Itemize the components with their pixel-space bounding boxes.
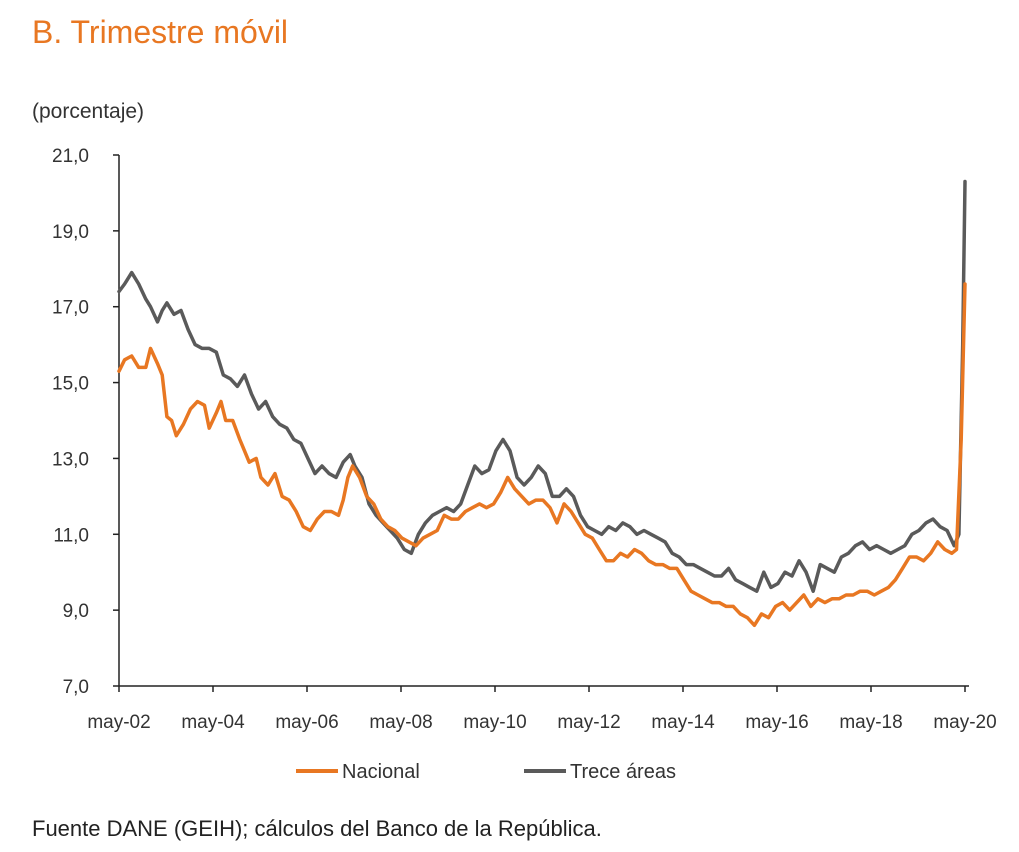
legend-item-nacional: Nacional	[296, 761, 420, 783]
x-tick-label: may-08	[369, 712, 432, 733]
legend-item-trece-areas: Trece áreas	[524, 761, 676, 783]
x-tick-label: may-02	[87, 712, 150, 733]
x-tick-label: may-12	[557, 712, 620, 733]
legend-label: Trece áreas	[570, 761, 676, 783]
y-axis-ticks: 7,0 9,0 11,0 13,0 15,0 17,0 19,0 21,0	[52, 146, 119, 698]
y-tick-label: 17,0	[52, 298, 89, 319]
y-tick-label: 7,0	[63, 677, 89, 698]
x-tick-label: may-06	[275, 712, 338, 733]
y-tick-label: 9,0	[63, 601, 89, 622]
y-tick-label: 11,0	[53, 525, 89, 546]
x-tick-label: may-10	[463, 712, 526, 733]
x-tick-label: may-18	[839, 712, 902, 733]
x-tick-label: may-04	[181, 712, 245, 733]
chart-series-lines	[117, 179, 967, 628]
series-line-nacional	[117, 282, 967, 628]
x-tick-label: may-20	[933, 712, 996, 733]
y-tick-label: 21,0	[52, 146, 89, 167]
x-axis-ticks: may-02 may-04 may-06 may-08 may-10 may-12 may-…	[87, 686, 997, 733]
y-axis-unit-label: (porcentaje)	[32, 100, 145, 123]
y-tick-label: 15,0	[52, 374, 89, 395]
series-line-trece-areas	[117, 179, 967, 593]
y-tick-label: 19,0	[52, 222, 89, 243]
chart-axes	[118, 155, 969, 687]
x-tick-label: may-14	[651, 712, 715, 733]
chart-legend: Nacional Trece áreas	[296, 761, 676, 783]
legend-label: Nacional	[342, 761, 420, 783]
y-tick-label: 13,0	[52, 449, 89, 470]
line-chart: 7,09,011,013,015,017,019,021,0 may-02 may…	[52, 146, 997, 783]
x-tick-label: may-16	[745, 712, 808, 733]
source-note: Fuente DANE (GEIH); cálculos del Banco d…	[32, 816, 602, 841]
chart-title: B. Trimestre móvil	[32, 14, 289, 50]
